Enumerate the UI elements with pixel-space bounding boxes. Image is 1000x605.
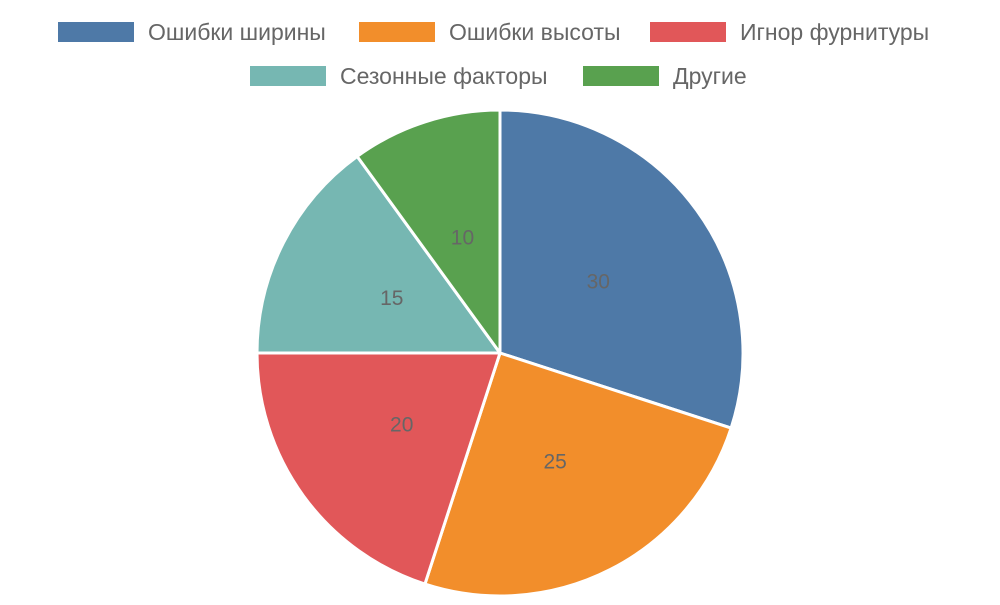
legend-swatch [583, 66, 659, 86]
pie-slice[interactable] [423, 351, 733, 598]
slice-value-labels: 30 25 20 15 10 [380, 226, 610, 473]
legend-item[interactable]: Другие [583, 63, 747, 89]
legend-label: Игнор фурнитуры [740, 19, 929, 45]
pie-slice[interactable] [255, 154, 502, 355]
legend-item[interactable]: Сезонные факторы [250, 63, 548, 89]
legend-label: Другие [673, 63, 747, 89]
legend-swatch [359, 22, 435, 42]
legend-item[interactable]: Игнор фурнитуры [650, 19, 929, 45]
slice-value-label: 15 [380, 287, 403, 310]
pie-slices [255, 108, 745, 598]
slice-value-label: 25 [543, 450, 566, 473]
slice-value-label: 30 [587, 271, 610, 294]
slice-value-label: 20 [390, 413, 413, 436]
slice-value-label: 10 [451, 226, 474, 249]
legend-label: Ошибки высоты [449, 19, 621, 45]
legend-swatch [650, 22, 726, 42]
legend-label: Сезонные факторы [340, 63, 548, 89]
pie-slice[interactable] [355, 108, 502, 355]
legend: Ошибки ширины Ошибки высоты Игнор фурнитур… [58, 19, 929, 89]
pie-slice[interactable] [498, 108, 745, 430]
legend-swatch [250, 66, 326, 86]
legend-item[interactable]: Ошибки ширины [58, 19, 326, 45]
legend-swatch [58, 22, 134, 42]
legend-item[interactable]: Ошибки высоты [359, 19, 621, 45]
legend-label: Ошибки ширины [148, 19, 326, 45]
pie-slice[interactable] [255, 351, 502, 586]
